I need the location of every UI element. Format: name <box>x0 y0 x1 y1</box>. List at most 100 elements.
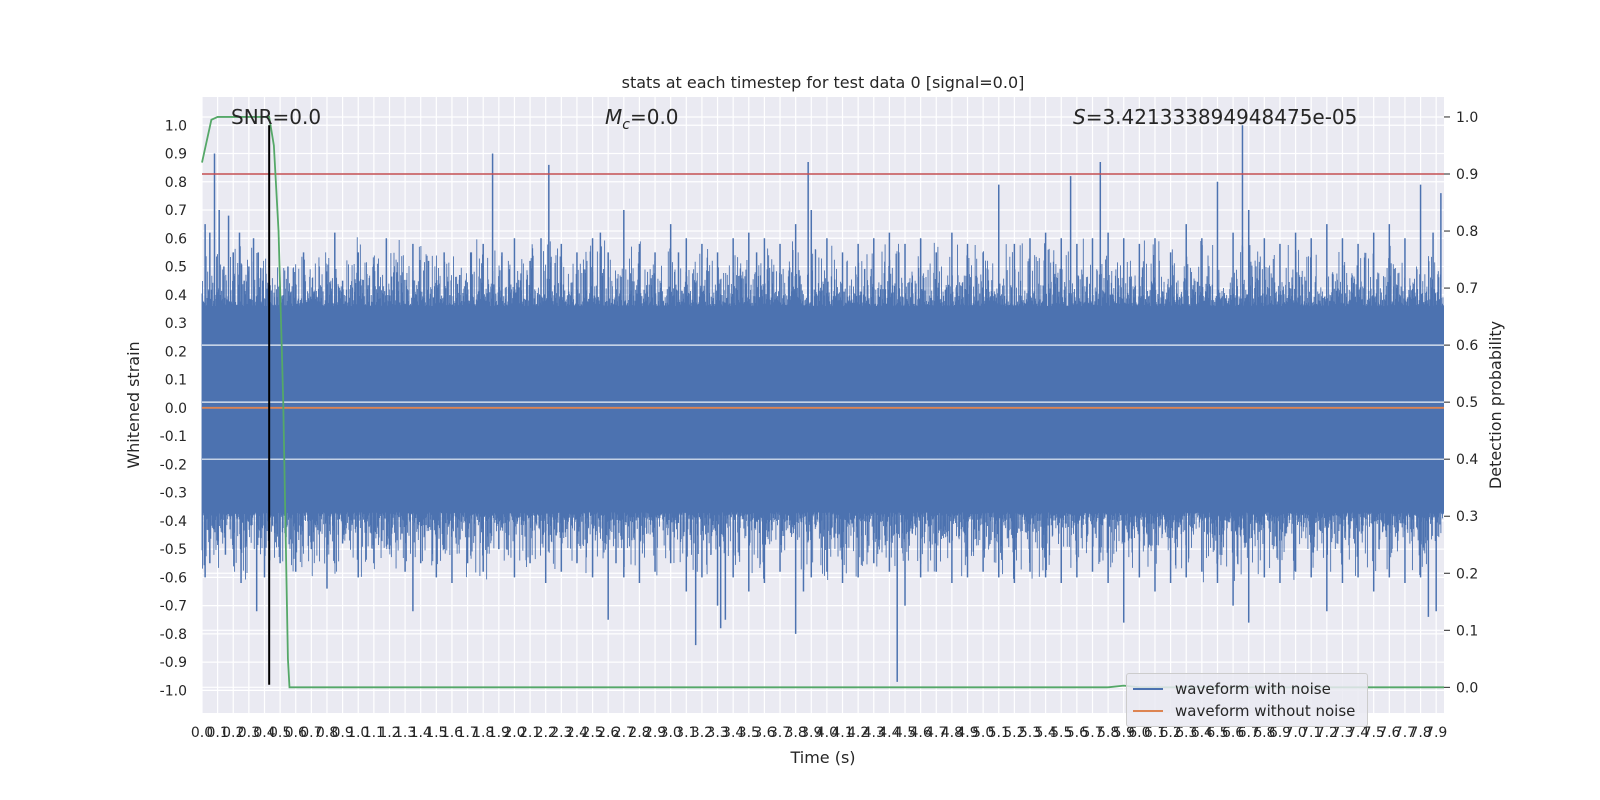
y-tick-label: 0.5 <box>165 260 187 276</box>
legend: waveform with noise waveform without noi… <box>1126 673 1368 727</box>
x-tick-label: 5.6 <box>1066 725 1088 741</box>
chirp-mass-annotation: Mc=0.0 <box>605 105 679 133</box>
x-tick-label: 5.2 <box>1003 725 1025 741</box>
y2-tick-label: 0.5 <box>1456 395 1478 411</box>
chirp-mass-subscript: c <box>622 117 630 133</box>
x-tick-label: 4.6 <box>910 725 932 741</box>
x-tick-label: 5.0 <box>972 725 994 741</box>
x-tick-label: 1.3 <box>394 725 416 741</box>
x-tick-label: 0.9 <box>331 725 353 741</box>
x-tick-label: 3.7 <box>769 725 791 741</box>
y-tick-label: 0.2 <box>165 344 187 360</box>
legend-swatch-with-noise <box>1133 688 1163 690</box>
x-tick-label: 2.1 <box>519 725 541 741</box>
x-tick-label: 2.8 <box>628 725 650 741</box>
y2-tick-label: 0.0 <box>1456 680 1478 696</box>
x-tick-label: 7.3 <box>1331 725 1353 741</box>
legend-label-with-noise: waveform with noise <box>1175 680 1331 698</box>
s-value: =3.421333894948475e-05 <box>1086 105 1358 129</box>
legend-item-with-noise: waveform with noise <box>1127 678 1331 700</box>
chirp-mass-value: =0.0 <box>630 105 679 129</box>
x-tick-label: 4.7 <box>925 725 947 741</box>
x-tick-label: 4.1 <box>831 725 853 741</box>
x-tick-label: 6.0 <box>1128 725 1150 741</box>
x-tick-label: 6.3 <box>1175 725 1197 741</box>
x-tick-label: 1.8 <box>472 725 494 741</box>
x-tick-label: 0.6 <box>285 725 307 741</box>
x-tick-label: 0.2 <box>222 725 244 741</box>
x-tick-label: 1.6 <box>441 725 463 741</box>
x-tick-label: 2.0 <box>503 725 525 741</box>
x-tick-label: 3.6 <box>753 725 775 741</box>
y-tick-label: 0.3 <box>165 316 187 332</box>
x-tick-label: 1.7 <box>456 725 478 741</box>
y-tick-label: -0.6 <box>160 570 187 586</box>
snr-annotation: SNR=0.0 <box>231 105 321 129</box>
x-tick-label: 4.0 <box>816 725 838 741</box>
y-tick-label: 0.9 <box>165 147 187 163</box>
y2-tick-label: 0.9 <box>1456 167 1478 183</box>
x-tick-label: 7.7 <box>1394 725 1416 741</box>
x-tick-label: 1.1 <box>363 725 385 741</box>
x-tick-label: 4.4 <box>878 725 900 741</box>
y-tick-label: 0.1 <box>165 373 187 389</box>
x-tick-label: 5.5 <box>1050 725 1072 741</box>
legend-label-without-noise: waveform without noise <box>1175 702 1356 720</box>
x-tick-label: 7.0 <box>1284 725 1306 741</box>
x-tick-label: 6.1 <box>1144 725 1166 741</box>
x-tick-label: 2.7 <box>613 725 635 741</box>
y2-tick-label: 0.4 <box>1456 452 1478 468</box>
x-tick-label: 5.8 <box>1097 725 1119 741</box>
x-tick-label: 6.6 <box>1222 725 1244 741</box>
x-tick-label: 4.8 <box>941 725 963 741</box>
x-tick-label: 6.9 <box>1269 725 1291 741</box>
x-tick-label: 0.0 <box>191 725 213 741</box>
x-tick-label: 4.5 <box>894 725 916 741</box>
x-tick-label: 2.2 <box>535 725 557 741</box>
chart-title: stats at each timestep for test data 0 [… <box>622 73 1025 92</box>
x-tick-label: 1.0 <box>347 725 369 741</box>
x-tick-label: 2.6 <box>597 725 619 741</box>
chirp-mass-symbol: M <box>605 105 622 129</box>
y-tick-label: -1.0 <box>160 683 187 699</box>
y-axis-label: Whitened strain <box>124 341 143 468</box>
y2-tick-label: 0.6 <box>1456 338 1478 354</box>
y2-tick-label: 0.2 <box>1456 566 1478 582</box>
detection-probability-line <box>201 116 1444 689</box>
x-tick-label: 1.5 <box>425 725 447 741</box>
x-tick-label: 7.2 <box>1316 725 1338 741</box>
x-tick-label: 6.8 <box>1253 725 1275 741</box>
x-tick-label: 1.9 <box>488 725 510 741</box>
x-tick-label: 4.3 <box>863 725 885 741</box>
x-tick-label: 3.9 <box>800 725 822 741</box>
y-tick-label: 0.4 <box>165 288 187 304</box>
x-tick-label: 2.4 <box>566 725 588 741</box>
x-tick-label: 2.5 <box>581 725 603 741</box>
legend-swatch-without-noise <box>1133 710 1163 712</box>
x-tick-label: 0.5 <box>269 725 291 741</box>
y2-tick-label: 0.3 <box>1456 509 1478 525</box>
y-tick-label: -0.4 <box>160 514 187 530</box>
x-tick-label: 4.9 <box>956 725 978 741</box>
x-tick-label: 5.9 <box>1113 725 1135 741</box>
x-tick-label: 5.3 <box>1019 725 1041 741</box>
x-tick-label: 6.4 <box>1191 725 1213 741</box>
s-annotation: S=3.421333894948475e-05 <box>1073 105 1357 129</box>
y-tick-label: 0.7 <box>165 203 187 219</box>
x-tick-label: 0.3 <box>238 725 260 741</box>
x-tick-label: 0.7 <box>300 725 322 741</box>
y2-tick-label: 0.1 <box>1456 623 1478 639</box>
x-tick-label: 3.1 <box>675 725 697 741</box>
x-tick-label: 7.5 <box>1363 725 1385 741</box>
y-tick-label: 1.0 <box>165 118 187 134</box>
y2-tick-label: 1.0 <box>1456 110 1478 126</box>
y-tick-label: 0.0 <box>165 401 187 417</box>
x-tick-label: 7.9 <box>1425 725 1447 741</box>
x-tick-label: 7.8 <box>1409 725 1431 741</box>
y-tick-label: -0.9 <box>160 655 187 671</box>
y-tick-label: -0.5 <box>160 542 187 558</box>
x-tick-label: 6.2 <box>1159 725 1181 741</box>
x-tick-label: 0.1 <box>206 725 228 741</box>
x-tick-label: 7.6 <box>1378 725 1400 741</box>
axes: 0.00.10.20.30.40.50.60.70.80.91.01.11.21… <box>160 110 1479 741</box>
